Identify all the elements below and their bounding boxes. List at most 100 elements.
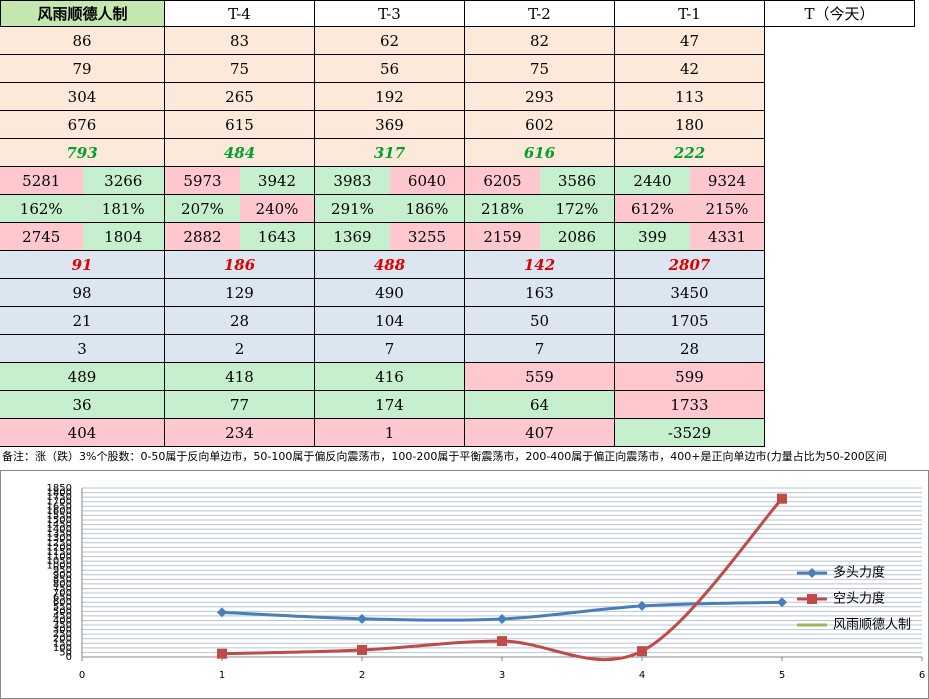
y-tick-label: 1000 [47, 561, 72, 572]
x-tick-label: 2 [359, 670, 365, 681]
chart: 0501001502002503003504004505005506006507… [0, 470, 929, 699]
table-cell: 489 [0, 363, 165, 391]
y-tick-label: 450 [53, 611, 72, 622]
point [497, 636, 507, 647]
table-cell: 83 [165, 27, 315, 55]
data-table: 风雨顺德人制T-4T-3T-2T-1T（今天）今日涨停8683628247真实涨… [0, 0, 915, 447]
table-cell: 3983 [315, 167, 390, 195]
y-tick-label: 500 [53, 606, 72, 617]
y-tick-label: 1450 [47, 520, 72, 531]
table-cell: 369 [315, 111, 465, 139]
table-cell: 163 [465, 279, 615, 307]
series-line [221, 497, 784, 662]
table-cell: 5281 [0, 167, 83, 195]
table-cell: 404 [0, 419, 165, 447]
legend-label: 空头力度 [833, 591, 885, 607]
legend-marker [807, 568, 817, 578]
table-cell: 240% [240, 195, 315, 223]
table-cell: 399 [615, 223, 690, 251]
table-cell: 1 [315, 419, 465, 447]
table-cell: 91 [0, 251, 165, 279]
table-cell: 7 [465, 335, 615, 363]
table-cell: 291% [315, 195, 390, 223]
table-cell: 2159 [465, 223, 540, 251]
table-cell: 218% [465, 195, 540, 223]
table-cell: 56 [315, 55, 465, 83]
table-cell: 676 [0, 111, 165, 139]
table-cell: 559 [465, 363, 615, 391]
table-cell: T-4 [165, 0, 315, 27]
table-cell: 77 [165, 391, 315, 419]
y-tick-label: 800 [53, 579, 72, 590]
point [637, 646, 647, 657]
table-cell: 265 [165, 83, 315, 111]
y-tick-label: 250 [53, 629, 72, 640]
table-cell: T-1 [615, 0, 765, 27]
y-tick-label: 400 [53, 615, 72, 626]
point [217, 607, 227, 618]
chart-border [0, 470, 929, 699]
table-cell: 113 [615, 83, 765, 111]
table-cell: 104 [315, 307, 465, 335]
table-cell: T-3 [315, 0, 465, 27]
legend-label: 多头力度 [833, 565, 885, 581]
y-tick-label: 1800 [47, 488, 72, 499]
point [777, 493, 787, 504]
table-cell: 6040 [390, 167, 465, 195]
table-cell: 129 [165, 279, 315, 307]
table-cell: 484 [165, 139, 315, 167]
table-cell: 2807 [615, 251, 765, 279]
table-cell: 4331 [690, 223, 765, 251]
point [357, 644, 367, 655]
point [217, 648, 227, 659]
table-cell: 86 [0, 27, 165, 55]
table-cell: 793 [0, 139, 165, 167]
point [497, 613, 507, 624]
table-cell: 3450 [615, 279, 765, 307]
y-tick-label: 1200 [47, 542, 72, 553]
legend-marker [807, 594, 817, 604]
table-cell: 162% [0, 195, 83, 223]
table-cell: 234 [165, 419, 315, 447]
point [357, 613, 367, 624]
table-cell: 2086 [540, 223, 615, 251]
y-tick-label: 750 [53, 583, 72, 594]
x-tick-label: 6 [919, 670, 925, 681]
table-cell: 172% [540, 195, 615, 223]
table-cell: 3 [0, 335, 165, 363]
table-cell: 490 [315, 279, 465, 307]
y-tick-label: 1050 [47, 556, 72, 567]
table-cell: 50 [465, 307, 615, 335]
table-cell: 192 [315, 83, 465, 111]
y-tick-label: 1250 [47, 538, 72, 549]
y-tick-label: 1700 [47, 497, 72, 508]
table-cell: 28 [615, 335, 765, 363]
table-cell: 418 [165, 363, 315, 391]
y-tick-label: 1400 [47, 524, 72, 535]
x-tick-label: 1 [219, 670, 225, 681]
table-cell: 174 [315, 391, 465, 419]
table-cell: 317 [315, 139, 465, 167]
table-cell: 5973 [165, 167, 240, 195]
table-cell: 612% [615, 195, 690, 223]
y-tick-label: 650 [53, 593, 72, 604]
table-cell: 186 [165, 251, 315, 279]
table-cell: 222 [615, 139, 765, 167]
y-tick-label: 550 [53, 602, 72, 613]
table-cell: 36 [0, 391, 165, 419]
y-tick-label: 1550 [47, 510, 72, 521]
y-tick-label: 1850 [47, 483, 72, 494]
note: 备注：涨（跌）3%个股数：0-50属于反向单边市，50-100属于偏反向震荡市，… [2, 450, 887, 463]
table-cell: 181% [82, 195, 165, 223]
y-tick-label: 600 [53, 597, 72, 608]
y-tick-label: 900 [53, 570, 72, 581]
table-cell: 3266 [82, 167, 165, 195]
table-cell: 142 [465, 251, 615, 279]
table-cell: 416 [315, 363, 465, 391]
table-cell: 180 [615, 111, 765, 139]
y-tick-label: 1650 [47, 501, 72, 512]
table-cell: 28 [165, 307, 315, 335]
table-cell: 47 [615, 27, 765, 55]
table-cell: T（今天） [765, 0, 915, 27]
table-cell: 616 [465, 139, 615, 167]
